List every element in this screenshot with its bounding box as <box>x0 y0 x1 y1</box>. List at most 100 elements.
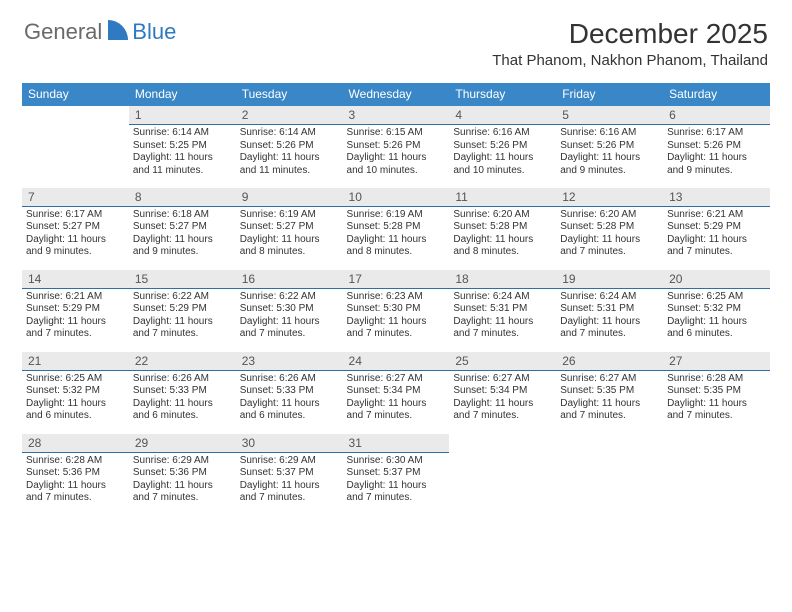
sunset-text: Sunset: 5:26 PM <box>347 140 446 153</box>
calendar-tbody: 1Sunrise: 6:14 AMSunset: 5:25 PMDaylight… <box>22 106 770 516</box>
sunrise-text: Sunrise: 6:14 AM <box>240 127 339 140</box>
title-location: That Phanom, Nakhon Phanom, Thailand <box>492 52 768 69</box>
logo-quarter-circle-icon <box>108 18 130 45</box>
sunset-text: Sunset: 5:37 PM <box>347 467 446 480</box>
calendar-cell: 17Sunrise: 6:23 AMSunset: 5:30 PMDayligh… <box>343 270 450 352</box>
day-number: 14 <box>22 270 129 289</box>
sunrise-text: Sunrise: 6:14 AM <box>133 127 232 140</box>
sunset-text: Sunset: 5:29 PM <box>667 221 766 234</box>
sunset-text: Sunset: 5:34 PM <box>347 385 446 398</box>
day-header: Monday <box>129 83 236 106</box>
sunset-text: Sunset: 5:28 PM <box>560 221 659 234</box>
daylight-text: Daylight: 11 hours and 7 minutes. <box>240 480 339 505</box>
calendar-cell: 11 Sunrise: 6:20 AMSunset: 5:28 PMDayligh… <box>449 188 556 270</box>
sunset-text: Sunset: 5:27 PM <box>133 221 232 234</box>
cell-content: Sunrise: 6:20 AMSunset: 5:28 PMDaylight:… <box>556 209 663 263</box>
sunset-text: Sunset: 5:33 PM <box>133 385 232 398</box>
sunset-text: Sunset: 5:35 PM <box>667 385 766 398</box>
daylight-text: Daylight: 11 hours and 9 minutes. <box>560 152 659 177</box>
sunrise-text: Sunrise: 6:27 AM <box>347 373 446 386</box>
calendar-cell: 30Sunrise: 6:29 AMSunset: 5:37 PMDayligh… <box>236 434 343 516</box>
daylight-text: Daylight: 11 hours and 11 minutes. <box>133 152 232 177</box>
daylight-text: Daylight: 11 hours and 10 minutes. <box>453 152 552 177</box>
day-number: 11 <box>449 188 556 207</box>
calendar-row: 7 Sunrise: 6:17 AMSunset: 5:27 PMDaylight… <box>22 188 770 270</box>
sunrise-text: Sunrise: 6:21 AM <box>26 291 125 304</box>
sunset-text: Sunset: 5:35 PM <box>560 385 659 398</box>
sunset-text: Sunset: 5:34 PM <box>453 385 552 398</box>
sunrise-text: Sunrise: 6:28 AM <box>667 373 766 386</box>
daylight-text: Daylight: 11 hours and 7 minutes. <box>453 398 552 423</box>
sunset-text: Sunset: 5:26 PM <box>667 140 766 153</box>
day-header: Thursday <box>449 83 556 106</box>
logo-text-general: General <box>24 19 102 45</box>
sunset-text: Sunset: 5:30 PM <box>240 303 339 316</box>
day-number: 7 <box>22 188 129 207</box>
daylight-text: Daylight: 11 hours and 9 minutes. <box>26 234 125 259</box>
daylight-text: Daylight: 11 hours and 7 minutes. <box>347 398 446 423</box>
daylight-text: Daylight: 11 hours and 7 minutes. <box>560 316 659 341</box>
day-number: 3 <box>343 106 450 125</box>
cell-content: Sunrise: 6:19 AMSunset: 5:27 PMDaylight:… <box>236 209 343 263</box>
calendar-cell: 9 Sunrise: 6:19 AMSunset: 5:27 PMDaylight… <box>236 188 343 270</box>
cell-content: Sunrise: 6:21 AMSunset: 5:29 PMDaylight:… <box>663 209 770 263</box>
cell-content: Sunrise: 6:28 AMSunset: 5:35 PMDaylight:… <box>663 373 770 427</box>
calendar-cell: 16Sunrise: 6:22 AMSunset: 5:30 PMDayligh… <box>236 270 343 352</box>
sunrise-text: Sunrise: 6:30 AM <box>347 455 446 468</box>
day-number: 10 <box>343 188 450 207</box>
calendar-row: 28Sunrise: 6:28 AMSunset: 5:36 PMDayligh… <box>22 434 770 516</box>
daylight-text: Daylight: 11 hours and 7 minutes. <box>667 398 766 423</box>
calendar-cell: 13 Sunrise: 6:21 AMSunset: 5:29 PMDayligh… <box>663 188 770 270</box>
sunset-text: Sunset: 5:26 PM <box>560 140 659 153</box>
daylight-text: Daylight: 11 hours and 10 minutes. <box>347 152 446 177</box>
sunset-text: Sunset: 5:31 PM <box>560 303 659 316</box>
daylight-text: Daylight: 11 hours and 6 minutes. <box>133 398 232 423</box>
calendar-cell <box>556 434 663 516</box>
day-number: 26 <box>556 352 663 371</box>
day-number: 13 <box>663 188 770 207</box>
day-number: 8 <box>129 188 236 207</box>
calendar-cell: 3 Sunrise: 6:15 AMSunset: 5:26 PMDaylight… <box>343 106 450 188</box>
day-number: 12 <box>556 188 663 207</box>
cell-content: Sunrise: 6:20 AMSunset: 5:28 PMDaylight:… <box>449 209 556 263</box>
cell-content: Sunrise: 6:17 AMSunset: 5:27 PMDaylight:… <box>22 209 129 263</box>
daylight-text: Daylight: 11 hours and 7 minutes. <box>560 234 659 259</box>
cell-content: Sunrise: 6:22 AMSunset: 5:30 PMDaylight:… <box>236 291 343 345</box>
calendar-cell: 8 Sunrise: 6:18 AMSunset: 5:27 PMDaylight… <box>129 188 236 270</box>
sunset-text: Sunset: 5:33 PM <box>240 385 339 398</box>
day-number: 31 <box>343 434 450 453</box>
calendar-thead: SundayMondayTuesdayWednesdayThursdayFrid… <box>22 83 770 106</box>
sunrise-text: Sunrise: 6:29 AM <box>133 455 232 468</box>
cell-content: Sunrise: 6:23 AMSunset: 5:30 PMDaylight:… <box>343 291 450 345</box>
sunset-text: Sunset: 5:36 PM <box>26 467 125 480</box>
cell-content: Sunrise: 6:24 AMSunset: 5:31 PMDaylight:… <box>449 291 556 345</box>
title-block: December 2025 That Phanom, Nakhon Phanom… <box>492 18 768 69</box>
calendar-cell: 24Sunrise: 6:27 AMSunset: 5:34 PMDayligh… <box>343 352 450 434</box>
calendar-row: 21Sunrise: 6:25 AMSunset: 5:32 PMDayligh… <box>22 352 770 434</box>
calendar-cell: 7 Sunrise: 6:17 AMSunset: 5:27 PMDaylight… <box>22 188 129 270</box>
cell-content: Sunrise: 6:25 AMSunset: 5:32 PMDaylight:… <box>22 373 129 427</box>
day-number: 22 <box>129 352 236 371</box>
sunset-text: Sunset: 5:31 PM <box>453 303 552 316</box>
calendar-cell: 1Sunrise: 6:14 AMSunset: 5:25 PMDaylight… <box>129 106 236 188</box>
sunrise-text: Sunrise: 6:15 AM <box>347 127 446 140</box>
day-number: 1 <box>129 106 236 125</box>
logo-text-blue: Blue <box>132 19 176 45</box>
sunrise-text: Sunrise: 6:24 AM <box>453 291 552 304</box>
sunrise-text: Sunrise: 6:29 AM <box>240 455 339 468</box>
sunset-text: Sunset: 5:32 PM <box>26 385 125 398</box>
header: General Blue December 2025 That Phanom, … <box>0 0 792 75</box>
cell-content: Sunrise: 6:25 AMSunset: 5:32 PMDaylight:… <box>663 291 770 345</box>
calendar-cell: 26Sunrise: 6:27 AMSunset: 5:35 PMDayligh… <box>556 352 663 434</box>
calendar-cell: 31Sunrise: 6:30 AMSunset: 5:37 PMDayligh… <box>343 434 450 516</box>
day-number: 15 <box>129 270 236 289</box>
cell-content: Sunrise: 6:16 AMSunset: 5:26 PMDaylight:… <box>556 127 663 181</box>
sunrise-text: Sunrise: 6:19 AM <box>347 209 446 222</box>
cell-content: Sunrise: 6:18 AMSunset: 5:27 PMDaylight:… <box>129 209 236 263</box>
cell-content: Sunrise: 6:28 AMSunset: 5:36 PMDaylight:… <box>22 455 129 509</box>
day-number: 9 <box>236 188 343 207</box>
cell-content: Sunrise: 6:15 AMSunset: 5:26 PMDaylight:… <box>343 127 450 181</box>
cell-content: Sunrise: 6:27 AMSunset: 5:34 PMDaylight:… <box>343 373 450 427</box>
daylight-text: Daylight: 11 hours and 8 minutes. <box>453 234 552 259</box>
day-number: 6 <box>663 106 770 125</box>
